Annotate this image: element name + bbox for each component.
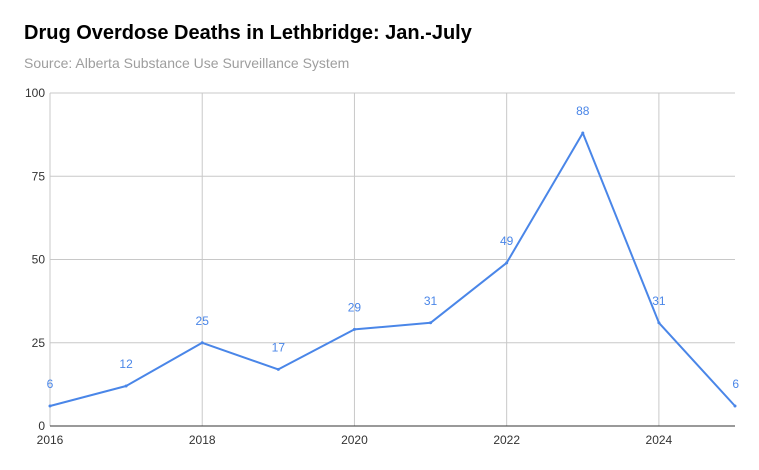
x-tick-label: 2022	[493, 433, 520, 447]
axes: 0 25 50 75 100 2016 2018 2020 2022 2024	[25, 86, 735, 447]
data-point	[48, 404, 52, 408]
data-point	[200, 341, 204, 345]
chart-title: Drug Overdose Deaths in Lethbridge: Jan.…	[24, 22, 472, 44]
data-point	[657, 321, 661, 325]
data-label: 31	[652, 294, 666, 308]
y-tick-label: 0	[38, 419, 45, 433]
data-label: 29	[348, 300, 362, 314]
x-tick-label: 2020	[341, 433, 368, 447]
x-tick-label: 2018	[189, 433, 216, 447]
series	[48, 131, 737, 408]
data-label: 6	[732, 377, 739, 391]
data-point	[352, 327, 356, 331]
y-tick-label: 50	[32, 253, 46, 267]
data-label: 31	[424, 294, 438, 308]
data-point	[276, 367, 280, 371]
grid	[50, 92, 735, 426]
data-point	[429, 321, 433, 325]
x-tick-label: 2016	[37, 433, 64, 447]
data-label: 88	[576, 104, 590, 118]
y-tick-label: 75	[32, 169, 46, 183]
data-point	[581, 131, 585, 135]
y-tick-label: 25	[32, 336, 46, 350]
y-tick-label: 100	[25, 86, 45, 100]
x-tick-label: 2024	[646, 433, 673, 447]
data-point	[505, 261, 509, 265]
data-label: 6	[47, 377, 54, 391]
data-label: 49	[500, 234, 514, 248]
chart-subtitle: Source: Alberta Substance Use Surveillan…	[24, 55, 350, 71]
data-label: 25	[196, 314, 210, 328]
data-point	[124, 384, 128, 388]
data-label: 12	[119, 357, 133, 371]
data-labels: 6 12 25 17 29 31 49 88 31 6	[47, 104, 740, 391]
series-line	[49, 132, 736, 407]
data-label: 17	[272, 340, 286, 354]
data-point	[733, 404, 737, 408]
